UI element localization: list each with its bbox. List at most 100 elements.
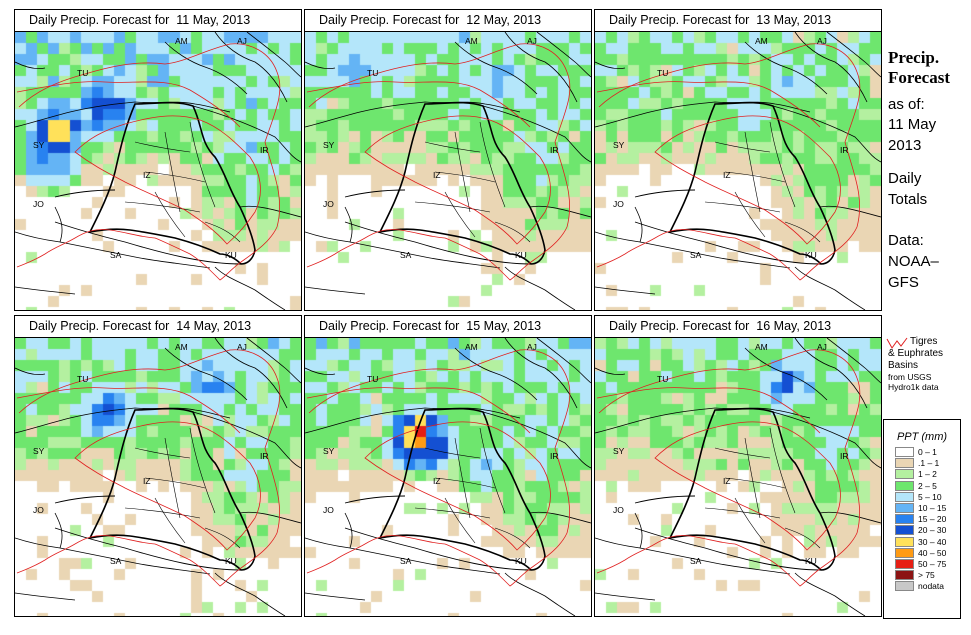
country-border — [15, 101, 231, 128]
coastline — [595, 367, 866, 616]
country-border — [344, 495, 532, 571]
country-border — [54, 495, 242, 571]
country-label: AM — [465, 36, 478, 46]
country-label: IZ — [433, 170, 441, 180]
coastline — [15, 61, 286, 310]
basin-outline — [306, 81, 531, 128]
daily-totals-label: Daily Totals — [888, 170, 928, 208]
precip-grid — [15, 32, 301, 310]
basin-outline — [364, 115, 551, 245]
country-label: AJ — [817, 342, 827, 352]
country-label: SY — [323, 446, 335, 456]
legend-swatch — [895, 525, 914, 536]
country-border — [192, 411, 301, 469]
forecast-panel: Daily Precip. Forecast for 15 May, 2013 … — [304, 315, 592, 617]
map-overlay — [595, 32, 881, 310]
panel-title: Daily Precip. Forecast for 12 May, 2013 — [305, 10, 591, 32]
coastline — [15, 367, 286, 616]
coastline — [305, 367, 576, 616]
country-border — [595, 206, 643, 243]
country-border — [305, 101, 521, 128]
legend-label: 15 – 20 — [918, 514, 947, 525]
legend-item: 30 – 40 — [884, 536, 960, 548]
province-borders — [704, 121, 821, 243]
province-borders — [124, 427, 241, 549]
panel-title: Daily Precip. Forecast for 11 May, 2013 — [15, 10, 301, 32]
country-label: TU — [77, 374, 89, 384]
country-border — [344, 189, 532, 265]
forecast-panel: Daily Precip. Forecast for 14 May, 2013 … — [14, 315, 302, 617]
basin-key: Tigres & Euphrates Basins from USGS Hydr… — [888, 336, 944, 392]
country-label: JO — [323, 505, 334, 515]
legend-swatch — [895, 480, 914, 491]
country-label: TU — [367, 374, 379, 384]
coastline — [595, 61, 866, 310]
precip-grid — [305, 338, 591, 616]
country-border — [15, 512, 63, 549]
country-border — [819, 205, 881, 218]
legend-swatch — [895, 514, 914, 525]
country-label: JO — [323, 199, 334, 209]
country-label: SY — [33, 446, 45, 456]
country-label: JO — [33, 505, 44, 515]
country-label: AM — [175, 342, 188, 352]
map-overlay — [305, 32, 591, 310]
country-border — [305, 512, 353, 549]
country-label: TU — [657, 374, 669, 384]
country-label: TU — [77, 68, 89, 78]
basin-outline — [306, 349, 571, 587]
basin-outline — [654, 421, 841, 551]
country-label: IR — [260, 451, 269, 461]
legend-swatch — [895, 570, 914, 581]
basin-outline — [306, 387, 531, 434]
country-border — [192, 105, 301, 163]
basin-outline — [16, 387, 241, 434]
basin-outline — [596, 81, 821, 128]
country-label: SA — [110, 556, 122, 566]
country-border — [529, 205, 591, 218]
country-label: IR — [260, 145, 269, 155]
country-label: KU — [515, 250, 527, 260]
basin-outline — [16, 81, 241, 128]
legend-swatch — [895, 558, 914, 569]
precip-grid — [595, 32, 881, 310]
legend-label: .1 – 1 — [918, 458, 940, 469]
country-label: AJ — [237, 36, 247, 46]
country-border — [15, 407, 231, 434]
legend-swatch — [895, 447, 914, 457]
country-label: AJ — [237, 342, 247, 352]
iraq-border — [378, 101, 546, 265]
country-label: SY — [33, 140, 45, 150]
country-border — [482, 105, 591, 163]
map-overlay — [305, 338, 591, 616]
country-border — [305, 206, 353, 243]
forecast-panel: Daily Precip. Forecast for 16 May, 2013 … — [594, 315, 882, 617]
legend-item: 15 – 20 — [884, 514, 960, 525]
legend-item: 10 – 15 — [884, 502, 960, 514]
legend-item: .1 – 1 — [884, 458, 960, 469]
country-border — [305, 547, 501, 601]
basin-outline — [306, 43, 571, 281]
basin-outline — [596, 43, 861, 281]
precip-map: AM AJ TU SY IR IZ JO SA KU — [595, 338, 881, 616]
legend-item: 40 – 50 — [884, 547, 960, 559]
side-title: Precip. Forecast — [888, 48, 950, 87]
iraq-border — [668, 407, 836, 571]
province-borders — [414, 427, 531, 549]
legend-item: 20 – 30 — [884, 525, 960, 536]
country-border — [634, 189, 822, 265]
data-source-label: Data: NOAA– GFS — [888, 232, 939, 291]
country-label: JO — [613, 505, 624, 515]
legend-label: 5 – 10 — [918, 491, 942, 502]
as-of-date: 11 May 2013 — [888, 116, 937, 154]
legend-swatch — [895, 536, 914, 547]
legend-swatch — [895, 469, 914, 480]
basin-outline — [16, 43, 281, 281]
legend-item: nodata — [884, 581, 960, 592]
precip-map: AM AJ TU SY IR IZ JO SA KU — [595, 32, 881, 310]
country-label: JO — [613, 199, 624, 209]
precip-grid — [15, 338, 301, 616]
legend-item: 2 – 5 — [884, 480, 960, 492]
country-label: IR — [550, 451, 559, 461]
legend-swatch — [895, 547, 914, 558]
